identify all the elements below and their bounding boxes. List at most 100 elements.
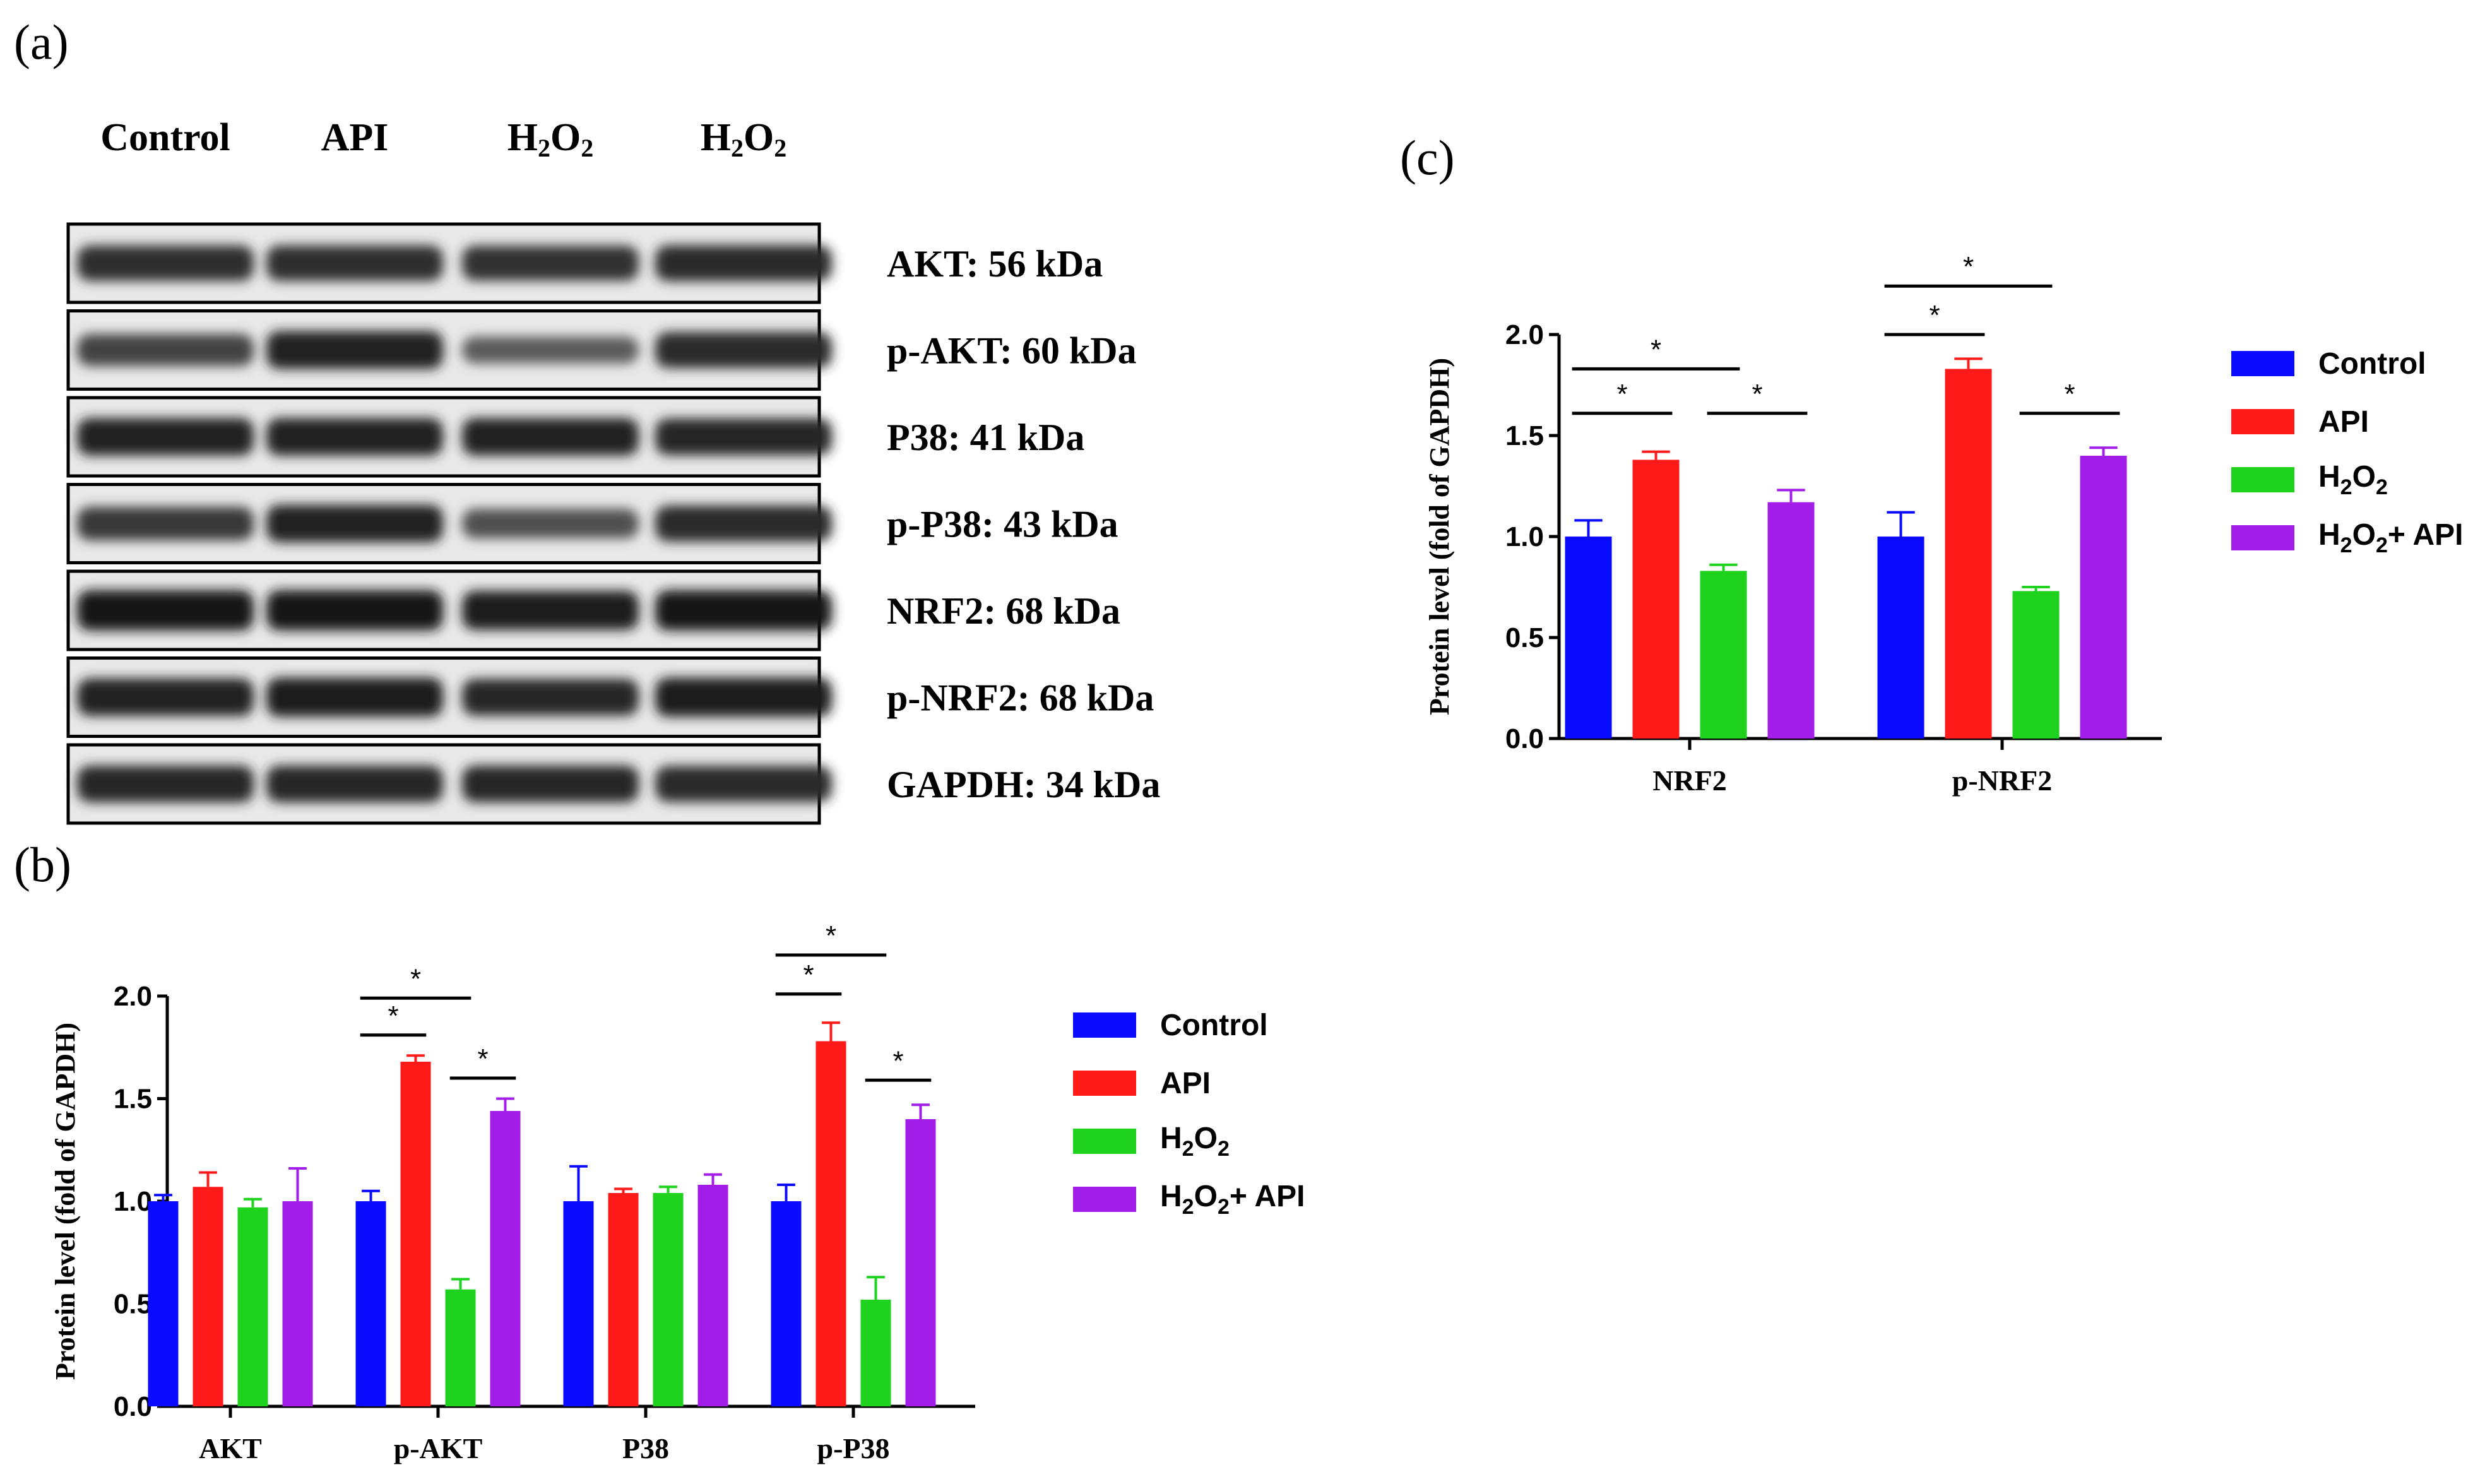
blot-band [266,245,443,282]
blot-band [462,246,639,281]
blot-strip [66,569,832,651]
legend-swatch [1073,1129,1136,1154]
lane-label-2: API [321,116,389,159]
legend-swatch [1073,1012,1136,1038]
blot-band [77,418,254,456]
bar-chart-c: Protein level (fold of GAPDH) 0.0 0.5 1.0 1.… [1424,251,2162,797]
blot-band [655,677,832,717]
blot-band [77,678,254,716]
bar [1767,502,1815,739]
legend-swatch [1073,1071,1136,1096]
blot-band [462,336,639,364]
bar-chart-b: Protein level (fold of GAPDH) 0.0 0.5 1.0 1.… [50,920,975,1464]
blot-band [655,590,832,631]
significance-label: * [2064,379,2075,410]
blot-strip [66,483,832,564]
legend-label: H2O2+ API [2318,518,2464,557]
significance-label: * [893,1045,903,1076]
blot-strip [66,743,832,825]
band-label: GAPDH: 34 kDa [887,764,1160,805]
blot-band [655,766,832,802]
significance-label: * [410,963,421,994]
significance-label: * [477,1043,488,1074]
bar [905,1119,936,1406]
bar [400,1062,431,1406]
blot-band [77,765,254,803]
bar [2080,456,2127,739]
bar [1565,537,1612,739]
x-tick-label: AKT [199,1432,262,1464]
blot-band [462,765,639,803]
y-tick-label: 0.5 [1505,622,1544,653]
lane-label-3: H2O2 [507,116,593,162]
panel-label-c: (c) [1400,130,1455,185]
western-blot: Control API H2O2 H2O2 AKT: 56 kDa p-AKT: 60 … [66,116,1160,825]
y-axis-label: Protein level (fold of GAPDH) [50,1023,81,1380]
x-tick-label: p-NRF2 [1952,764,2052,797]
legend-item: API [1073,1054,1305,1112]
bar [237,1207,268,1406]
bar [445,1289,476,1406]
blot-band [266,418,443,456]
blot-band [462,590,639,631]
significance-label: * [1752,379,1762,410]
blot-strip [66,396,832,478]
x-tick-label: p-AKT [394,1432,483,1464]
band-label: P38: 41 kDa [887,417,1084,458]
bar [148,1201,179,1406]
panel-label-b: (b) [14,837,71,892]
legend-label: H2O2 [2318,460,2388,499]
y-tick-label: 2.0 [114,981,152,1012]
legend-item: Control [2231,335,2463,393]
significance-label: * [803,959,814,990]
legend-item: H2O2 [1073,1112,1305,1170]
blot-band [462,418,639,456]
x-tick-label: NRF2 [1652,764,1727,797]
legend-swatch [2231,351,2294,376]
bar [771,1201,802,1406]
legend-item: H2O2+ API [1073,1170,1305,1228]
band-label: NRF2: 68 kDa [887,590,1120,632]
legend-b: Control API H2O2 H2O2+ API [1073,996,1305,1228]
legend-label: API [2318,405,2369,439]
bar [193,1187,223,1406]
blot-strip [66,309,832,391]
lane-label-1: Control [100,116,230,159]
y-tick-label: 0.5 [114,1289,152,1320]
blot-band [655,331,832,369]
legend-swatch [1073,1187,1136,1212]
y-tick-label: 1.5 [1505,420,1544,451]
y-tick-label: 0.0 [114,1391,152,1422]
y-tick-label: 1.0 [1505,521,1544,552]
bar [653,1193,684,1406]
y-axis-label: Protein level (fold of GAPDH) [1424,358,1455,715]
panel-label-a: (a) [14,15,69,69]
significance-label: * [1616,379,1627,410]
blot-band [655,505,832,542]
x-tick-label: P38 [622,1432,669,1464]
band-label: p-AKT: 60 kDa [887,330,1137,372]
bar [860,1300,891,1406]
y-tick-label: 1.5 [114,1084,152,1115]
legend-label: Control [2318,347,2426,381]
legend-label: API [1160,1066,1211,1100]
band-label: AKT: 56 kDa [887,243,1103,285]
blot-strip [66,656,832,738]
bar [608,1193,639,1406]
legend-c: Control API H2O2 H2O2+ API [2231,335,2463,567]
legend-label: H2O2+ API [1160,1180,1305,1219]
bar [815,1041,846,1406]
legend-swatch [2231,409,2294,434]
significance-label: * [388,1000,398,1031]
blot-band [266,331,443,369]
legend-item: H2O2 [2231,451,2463,509]
legend-swatch [2231,467,2294,492]
lane-label-4: H2O2 [701,116,786,162]
blot-band [266,590,443,631]
bar [355,1201,386,1406]
significance-label: * [826,920,836,951]
blot-band [266,504,443,543]
y-tick-label: 2.0 [1505,319,1544,350]
bar [1700,571,1747,739]
blot-band [77,334,254,366]
